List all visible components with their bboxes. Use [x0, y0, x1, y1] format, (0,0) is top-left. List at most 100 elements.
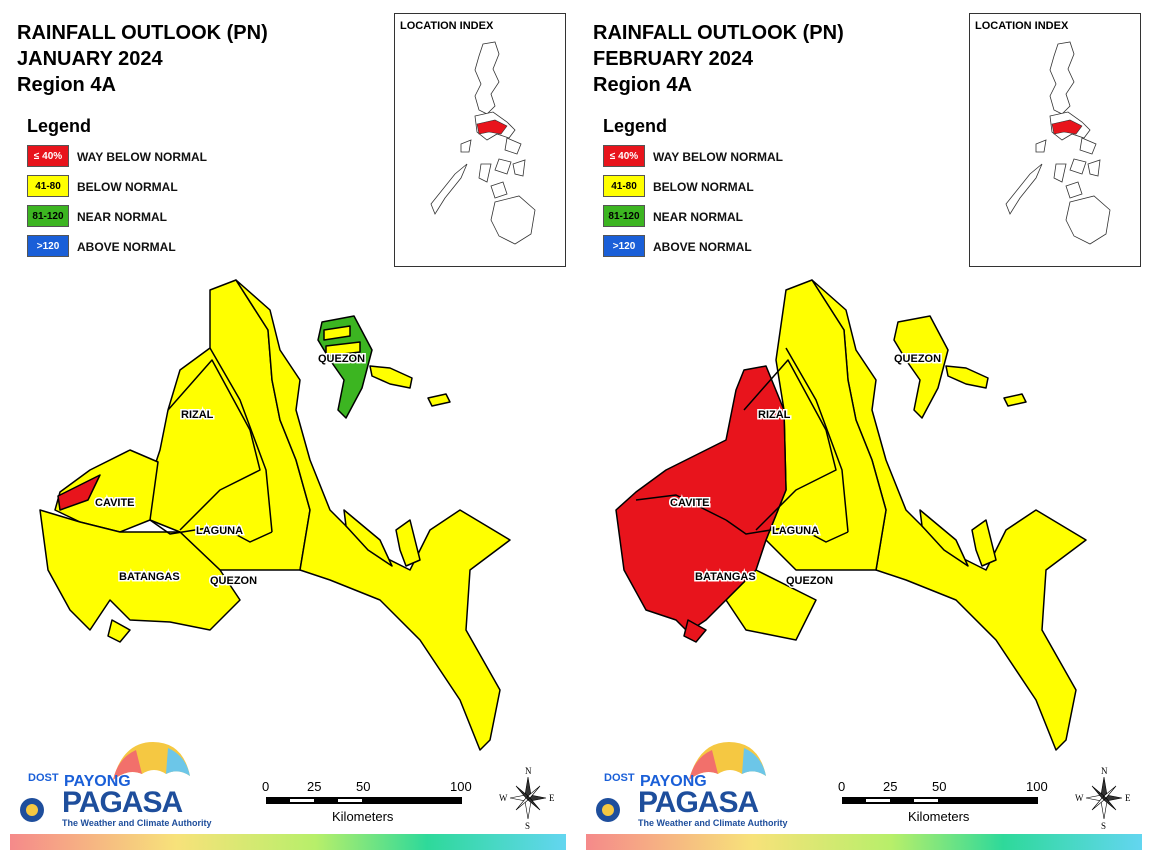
title-line-1: RAINFALL OUTLOOK (PN)	[593, 22, 844, 44]
philippines-outline-map	[1005, 41, 1111, 245]
legend-title: Legend	[27, 116, 92, 136]
scale-bar: 0 25 50 100 Kilometers	[838, 776, 1048, 826]
legend-swatch: 41-80	[603, 175, 645, 197]
scale-tick-0: 0	[838, 779, 846, 794]
legend-swatch: 81-120	[27, 205, 69, 227]
province-label-batangas: BATANGAS	[119, 571, 180, 583]
umbrella-logo-graphic	[596, 742, 766, 822]
scale-bar: 0 25 50 100 Kilometers	[262, 776, 472, 826]
scale-tick-50: 50	[932, 779, 947, 794]
north-arrow-compass: N S E W	[498, 765, 558, 831]
legend-label: BELOW NORMAL	[653, 180, 754, 194]
legend-label: WAY BELOW NORMAL	[653, 150, 784, 164]
compass-e: E	[549, 793, 555, 803]
legend-label: NEAR NORMAL	[77, 210, 167, 224]
scale-tick-25: 25	[883, 779, 898, 794]
title-line-2: JANUARY 2024	[17, 48, 163, 70]
province-label-cavite: CAVITE	[95, 497, 135, 509]
scale-tick-100: 100	[450, 779, 472, 794]
legend-label: BELOW NORMAL	[77, 180, 178, 194]
title-line-2: FEBRUARY 2024	[593, 48, 754, 70]
scale-tick-0: 0	[262, 779, 270, 794]
province-label-rizal: RIZAL	[758, 409, 791, 421]
scale-tick-50: 50	[356, 779, 371, 794]
province-label-batangas: BATANGAS	[695, 571, 756, 583]
legend: Legend ≤ 40% WAY BELOW NORMAL 41-80 BELO…	[603, 116, 783, 265]
compass-s: S	[525, 821, 530, 830]
compass-s: S	[1101, 821, 1106, 830]
province-label-rizal: RIZAL	[181, 409, 214, 421]
tagline: The Weather and Climate Authority	[62, 818, 212, 828]
compass-rose-icon: N S E W	[499, 766, 555, 831]
legend-label: NEAR NORMAL	[653, 210, 743, 224]
scale-unit-label: Kilometers	[908, 809, 970, 824]
pagasa-wordmark: PAGASA	[638, 786, 759, 819]
location-index-inset: LOCATION INDEX	[394, 13, 566, 267]
compass-w: W	[1075, 793, 1084, 803]
legend-item-above-normal: >120 ABOVE NORMAL	[27, 235, 176, 265]
panel-title: RAINFALL OUTLOOK (PN) FEBRUARY 2024 Regi…	[593, 20, 844, 98]
legend-item-below-normal: 41-80 BELOW NORMAL	[603, 175, 754, 205]
tagline: The Weather and Climate Authority	[638, 818, 788, 828]
legend-swatch: ≤ 40%	[603, 145, 645, 167]
panel-title: RAINFALL OUTLOOK (PN) JANUARY 2024 Regio…	[17, 20, 268, 98]
legend-swatch: >120	[27, 235, 69, 257]
scale-bar-graphic	[266, 797, 462, 804]
pagasa-wordmark: PAGASA	[62, 786, 183, 819]
legend-swatch: ≤ 40%	[27, 145, 69, 167]
scale-tick-25: 25	[307, 779, 322, 794]
legend-item-below-normal: 41-80 BELOW NORMAL	[27, 175, 178, 205]
footer-color-band	[586, 834, 1142, 850]
legend-item-way-below-normal: ≤ 40% WAY BELOW NORMAL	[27, 145, 207, 175]
province-label-quezon-north: QUEZON	[894, 353, 941, 365]
compass-w: W	[499, 793, 508, 803]
legend: Legend ≤ 40% WAY BELOW NORMAL 41-80 BELO…	[27, 116, 207, 265]
title-line-1: RAINFALL OUTLOOK (PN)	[17, 22, 268, 44]
legend-label: ABOVE NORMAL	[77, 240, 176, 254]
location-index-title: LOCATION INDEX	[400, 20, 494, 32]
province-label-cavite: CAVITE	[670, 497, 710, 509]
scale-bar-graphic	[842, 797, 1038, 804]
region-4a-highlight	[476, 119, 508, 135]
dost-label: DOST	[604, 772, 635, 784]
legend-swatch: 41-80	[27, 175, 69, 197]
compass-rose-icon: N S E W	[1075, 766, 1131, 831]
legend-swatch: >120	[603, 235, 645, 257]
province-label-laguna: LAGUNA	[772, 525, 819, 537]
payong-pagasa-logo: DOST PAYONG PAGASA The Weather and Clima…	[594, 740, 794, 832]
compass-n: N	[1101, 766, 1108, 776]
payong-label: PAYONG	[640, 773, 707, 790]
province-label-quezon-north: QUEZON	[318, 353, 365, 365]
title-line-3: Region 4A	[593, 74, 692, 96]
north-arrow-compass: N S E W	[1074, 765, 1134, 831]
legend-title: Legend	[603, 116, 668, 136]
compass-e: E	[1125, 793, 1131, 803]
scale-tick-100: 100	[1026, 779, 1048, 794]
legend-item-near-normal: 81-120 NEAR NORMAL	[27, 205, 167, 235]
payong-pagasa-logo: DOST PAYONG PAGASA The Weather and Clima…	[18, 740, 218, 832]
legend-item-near-normal: 81-120 NEAR NORMAL	[603, 205, 743, 235]
region-map-january: QUEZON RIZAL CAVITE LAGUNA BATANGAS QUEZ…	[39, 279, 511, 751]
province-label-quezon: QUEZON	[210, 575, 257, 587]
legend-swatch: 81-120	[603, 205, 645, 227]
region-map-february: QUEZON RIZAL CAVITE LAGUNA BATANGAS QUEZ…	[615, 279, 1087, 751]
legend-item-way-below-normal: ≤ 40% WAY BELOW NORMAL	[603, 145, 783, 175]
umbrella-logo-graphic	[20, 742, 190, 822]
legend-label: WAY BELOW NORMAL	[77, 150, 208, 164]
province-label-quezon: QUEZON	[786, 575, 833, 587]
payong-label: PAYONG	[64, 773, 131, 790]
map-panel-january: RAINFALL OUTLOOK (PN) JANUARY 2024 Regio…	[10, 13, 566, 850]
philippines-outline-map	[430, 41, 536, 245]
region-4a-highlight	[1051, 119, 1083, 135]
legend-item-above-normal: >120 ABOVE NORMAL	[603, 235, 752, 265]
scale-unit-label: Kilometers	[332, 809, 394, 824]
map-panel-february: RAINFALL OUTLOOK (PN) FEBRUARY 2024 Regi…	[576, 0, 1152, 864]
location-index-inset: LOCATION INDEX	[969, 13, 1141, 267]
compass-n: N	[525, 766, 532, 776]
province-label-laguna: LAGUNA	[196, 525, 243, 537]
dost-label: DOST	[28, 772, 59, 784]
title-line-3: Region 4A	[17, 74, 116, 96]
location-index-title: LOCATION INDEX	[975, 20, 1069, 32]
footer-color-band	[10, 834, 566, 850]
legend-label: ABOVE NORMAL	[653, 240, 752, 254]
